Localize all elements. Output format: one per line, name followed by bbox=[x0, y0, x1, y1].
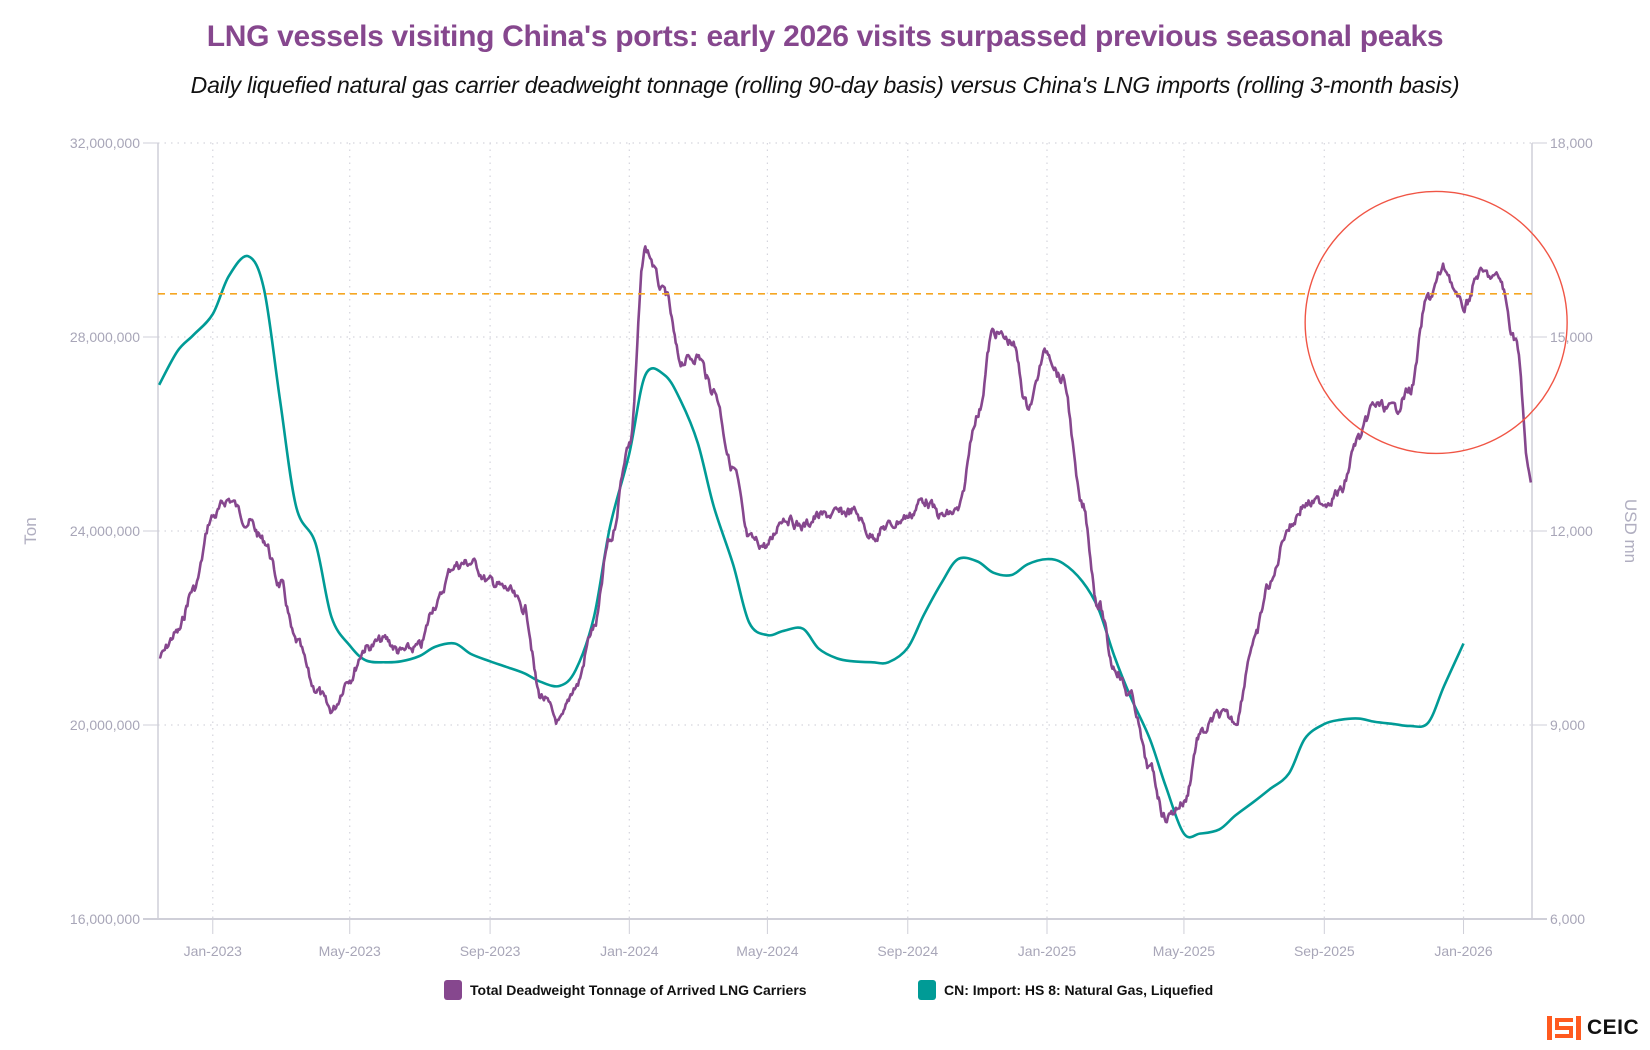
legend: Total Deadweight Tonnage of Arrived LNG … bbox=[0, 980, 1650, 1004]
y-left-tick-label: 28,000,000 bbox=[70, 329, 140, 345]
ceic-logo-icon bbox=[1547, 1016, 1581, 1040]
x-tick-label: May-2025 bbox=[1153, 943, 1215, 959]
legend-label: CN: Import: HS 8: Natural Gas, Liquefied bbox=[944, 982, 1214, 998]
y-right-tick-label: 12,000 bbox=[1550, 523, 1593, 539]
x-tick-label: May-2024 bbox=[736, 943, 798, 959]
y-left-tick-label: 32,000,000 bbox=[70, 135, 140, 151]
x-tick-label: Sep-2025 bbox=[1294, 943, 1355, 959]
y-axis-left-title: Ton bbox=[21, 517, 40, 544]
x-tick-label: Jan-2024 bbox=[600, 943, 659, 959]
series-line-deadweight-tonnage bbox=[158, 245, 1533, 824]
chart-subtitle: Daily liquefied natural gas carrier dead… bbox=[190, 72, 1460, 98]
y-axis-right-title: USD mn bbox=[1621, 499, 1640, 563]
legend-item-lng-imports[interactable]: CN: Import: HS 8: Natural Gas, Liquefied bbox=[918, 980, 1213, 1000]
series-lines bbox=[157, 245, 1533, 839]
highlight-circle bbox=[1304, 190, 1568, 455]
x-tick-label: Jan-2023 bbox=[184, 943, 243, 959]
logo-text: CEIC bbox=[1587, 1016, 1640, 1039]
x-tick-label: Jan-2026 bbox=[1434, 943, 1493, 959]
annotations bbox=[158, 190, 1568, 455]
ceic-logo: CEIC bbox=[1547, 1016, 1639, 1040]
legend-swatch-purple bbox=[444, 980, 462, 1000]
x-tick-label: Sep-2023 bbox=[460, 943, 521, 959]
y-left-tick-label: 24,000,000 bbox=[70, 523, 140, 539]
y-left-tick-label: 16,000,000 bbox=[70, 911, 140, 927]
x-tick-label: May-2023 bbox=[319, 943, 381, 959]
x-tick-label: Jan-2025 bbox=[1018, 943, 1077, 959]
tick-labels: 16,000,000 20,000,000 24,000,000 28,000,000… bbox=[70, 135, 1593, 959]
y-right-tick-label: 9,000 bbox=[1550, 717, 1585, 733]
y-left-tick-label: 20,000,000 bbox=[70, 717, 140, 733]
y-right-tick-label: 15,000 bbox=[1550, 329, 1593, 345]
y-right-tick-label: 6,000 bbox=[1550, 911, 1585, 927]
legend-item-tonnage[interactable]: Total Deadweight Tonnage of Arrived LNG … bbox=[444, 980, 807, 1000]
x-tick-label: Sep-2024 bbox=[877, 943, 938, 959]
series-line-lng-imports bbox=[157, 254, 1465, 839]
legend-label: Total Deadweight Tonnage of Arrived LNG … bbox=[470, 982, 807, 998]
chart-title: LNG vessels visiting China's ports: earl… bbox=[206, 20, 1444, 53]
grid bbox=[158, 142, 1532, 919]
axes bbox=[143, 142, 1547, 934]
legend-swatch-teal bbox=[918, 980, 936, 1000]
y-right-tick-label: 18,000 bbox=[1550, 135, 1593, 151]
